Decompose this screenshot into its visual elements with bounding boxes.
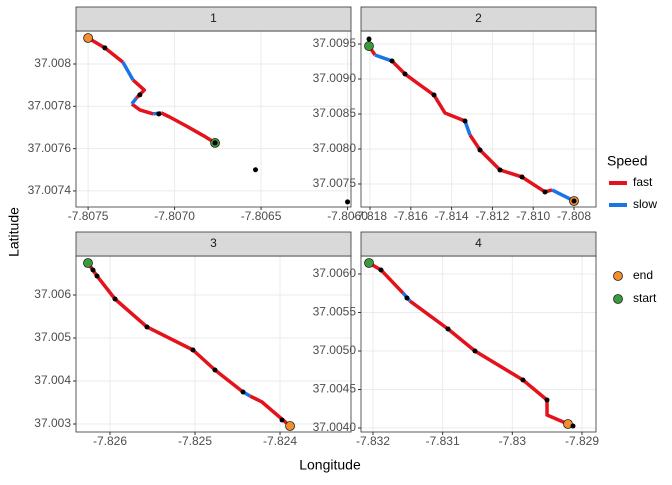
point — [519, 174, 525, 180]
point — [94, 273, 100, 279]
legend-swatch — [613, 271, 623, 281]
marker-point — [83, 33, 94, 43]
point — [571, 198, 577, 204]
y-tick-label: 37.006 — [34, 287, 71, 301]
x-tick-label: -7.8065 — [241, 209, 282, 223]
point — [542, 189, 548, 195]
x-tick-label: -7.808 — [557, 209, 591, 223]
point — [156, 111, 162, 117]
legend-label: slow — [633, 197, 657, 211]
x-tick-label: -7.825 — [178, 434, 212, 448]
marker-point — [285, 421, 295, 431]
legend-label: start — [633, 291, 657, 305]
x-tick-label: -7.832 — [356, 434, 390, 448]
x-tick-label: -7.812 — [475, 209, 509, 223]
y-tick-label: 37.008 — [34, 56, 71, 70]
legend-title: Speed — [607, 153, 647, 169]
facet-label: 3 — [210, 236, 217, 250]
facet-strip — [75, 6, 352, 32]
point — [279, 417, 285, 423]
y-tick-label: 37.005 — [34, 330, 71, 344]
y-tick-label: 37.0075 — [313, 176, 357, 190]
facet-label: 2 — [475, 11, 482, 25]
y-tick-label: 37.0045 — [313, 382, 357, 396]
y-axis-label: Latitude — [6, 207, 22, 257]
panel-background — [361, 256, 596, 432]
legend-label: fast — [633, 175, 653, 189]
x-tick-label: -7.818 — [353, 209, 387, 223]
point — [462, 118, 468, 124]
y-tick-label: 37.0078 — [28, 98, 72, 112]
point — [477, 147, 483, 153]
point — [212, 367, 218, 373]
point — [112, 296, 118, 302]
point — [345, 199, 351, 205]
y-tick-label: 37.0095 — [313, 36, 357, 50]
point — [190, 347, 196, 353]
point — [520, 377, 526, 383]
x-axis-label: Longitude — [299, 457, 361, 473]
y-tick-label: 37.003 — [34, 416, 71, 430]
point — [472, 348, 478, 354]
legend-label: end — [633, 268, 653, 282]
point — [253, 167, 259, 173]
point — [212, 140, 218, 146]
y-tick-label: 37.0076 — [28, 141, 72, 155]
x-tick-label: -7.816 — [394, 209, 428, 223]
point — [240, 389, 246, 395]
point — [404, 295, 410, 301]
point — [137, 92, 143, 98]
marker-point — [364, 41, 374, 51]
facet-strip — [360, 231, 597, 257]
point — [102, 45, 108, 51]
x-tick-label: -7.824 — [263, 434, 297, 448]
x-tick-label: -7.8060 — [327, 209, 368, 223]
y-tick-label: 37.0055 — [313, 305, 357, 319]
facet-label: 4 — [475, 236, 482, 250]
panel-background — [76, 256, 351, 432]
point — [497, 167, 503, 173]
point — [90, 267, 96, 273]
point — [570, 423, 576, 429]
point — [431, 92, 437, 98]
legend-swatch — [613, 294, 623, 304]
facet-strip — [75, 231, 352, 257]
marker-point — [83, 258, 93, 268]
y-tick-label: 37.0060 — [313, 266, 357, 280]
x-tick-label: -7.8070 — [154, 209, 195, 223]
x-tick-label: -7.831 — [426, 434, 460, 448]
y-tick-label: 37.0050 — [313, 343, 357, 357]
x-tick-label: -7.810 — [516, 209, 550, 223]
point — [366, 36, 372, 42]
point — [402, 71, 408, 77]
x-tick-label: -7.8075 — [68, 209, 109, 223]
panel-background — [361, 31, 596, 207]
x-tick-label: -7.829 — [565, 434, 599, 448]
y-tick-label: 37.004 — [34, 373, 71, 387]
y-tick-label: 37.0074 — [28, 183, 72, 197]
point — [389, 58, 395, 64]
y-tick-label: 37.0040 — [313, 420, 357, 434]
facet-label: 1 — [210, 11, 217, 25]
point — [144, 324, 150, 330]
y-tick-label: 37.0090 — [313, 71, 357, 85]
point — [544, 397, 550, 403]
x-tick-label: -7.83 — [499, 434, 527, 448]
point — [378, 267, 384, 273]
y-tick-label: 37.0080 — [313, 141, 357, 155]
marker-point — [364, 258, 374, 268]
point — [445, 326, 451, 332]
y-tick-label: 37.0085 — [313, 106, 357, 120]
x-tick-label: -7.814 — [435, 209, 469, 223]
x-tick-label: -7.826 — [93, 434, 127, 448]
facet-strip — [360, 6, 597, 32]
